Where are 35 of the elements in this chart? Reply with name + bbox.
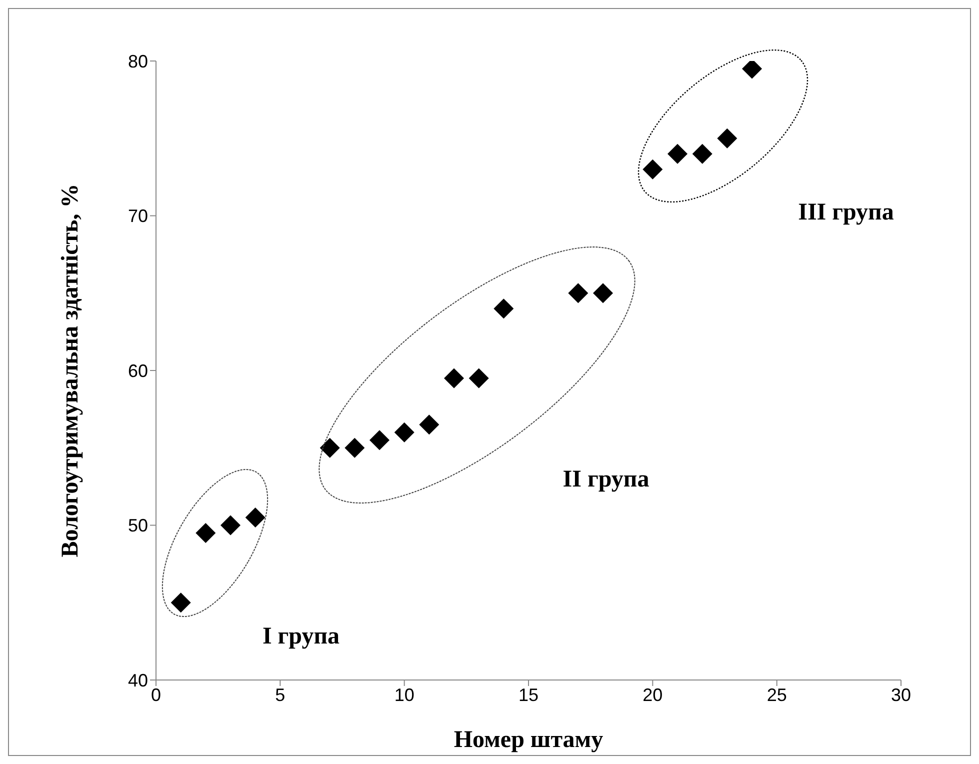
x-tick-label: 0 — [150, 684, 162, 705]
y-tick-label: 70 — [128, 206, 148, 226]
y-tick-label: 80 — [128, 51, 148, 72]
point — [394, 422, 414, 442]
point — [668, 144, 688, 164]
point — [468, 368, 489, 388]
annotation: III група — [798, 200, 894, 226]
x-tick-label: 15 — [518, 684, 539, 705]
point — [344, 438, 365, 458]
point — [170, 592, 191, 613]
y-tick-label: 60 — [128, 360, 148, 381]
point — [494, 298, 514, 319]
annotation: I група — [262, 624, 340, 650]
x-tick-label: 30 — [890, 684, 912, 705]
point — [717, 128, 738, 148]
y-tick-label: 40 — [128, 670, 148, 690]
point — [593, 283, 613, 304]
point — [642, 159, 663, 180]
point — [320, 438, 340, 458]
annotation: II група — [562, 466, 650, 493]
y-axis-title: Вологоутримувальна здатність, % — [58, 184, 84, 558]
x-tick-label: 10 — [394, 684, 414, 705]
y-tick-label: 50 — [128, 516, 148, 536]
point — [692, 144, 712, 164]
point — [220, 515, 240, 536]
point — [245, 508, 266, 528]
x-tick-label: 20 — [642, 684, 663, 705]
point — [568, 283, 588, 304]
point — [444, 368, 464, 388]
x-tick-label: 25 — [766, 684, 787, 705]
x-tick-label: 5 — [275, 684, 286, 705]
point — [196, 522, 216, 543]
point — [370, 430, 390, 450]
x-axis-title: Номер штаму — [454, 727, 604, 753]
point — [419, 414, 440, 435]
